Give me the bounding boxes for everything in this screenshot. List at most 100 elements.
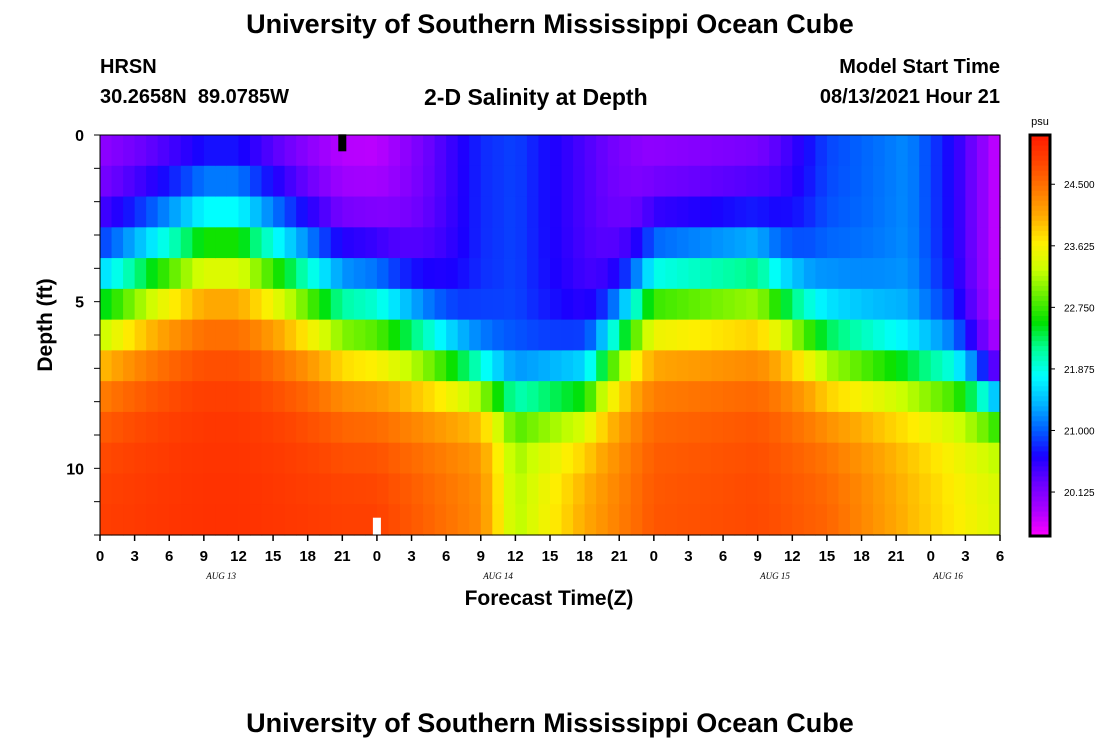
- heatmap-cell: [226, 196, 240, 228]
- heatmap-cell: [976, 381, 990, 413]
- heatmap-cell: [896, 258, 909, 290]
- heatmap-cell: [284, 411, 297, 444]
- heatmap-cell: [826, 504, 840, 536]
- heatmap-cell: [538, 442, 551, 475]
- heatmap-cell: [953, 135, 966, 167]
- heatmap-cell: [400, 288, 413, 321]
- heatmap-cell: [561, 381, 574, 413]
- heatmap-cell: [584, 473, 597, 505]
- heatmap-cell: [192, 411, 205, 444]
- heatmap-cell: [642, 319, 655, 351]
- heatmap-cell: [411, 196, 424, 228]
- heatmap-cell: [815, 288, 828, 321]
- heatmap-cell: [503, 381, 516, 413]
- colorbar-swatch: [1030, 440, 1050, 447]
- heatmap-cell: [584, 381, 597, 413]
- heatmap-cell: [665, 258, 678, 290]
- heatmap-cell: [411, 350, 424, 382]
- heatmap-cell: [676, 473, 690, 505]
- heatmap-cell: [250, 165, 263, 198]
- heatmap-cell: [457, 350, 470, 382]
- heatmap-cell: [573, 165, 586, 198]
- heatmap-cell: [769, 504, 782, 536]
- heatmap-cell: [226, 288, 240, 321]
- heatmap-cell: [319, 227, 332, 259]
- y-axis: 0 5 10: [66, 128, 100, 536]
- heatmap-cell: [480, 258, 493, 290]
- heatmap-cell: [700, 165, 713, 198]
- heatmap-cell: [526, 504, 540, 536]
- heatmap-cell: [261, 504, 274, 536]
- heatmap-cell: [434, 165, 447, 198]
- heatmap-cell: [169, 319, 182, 351]
- heatmap-cell: [157, 196, 170, 228]
- heatmap-cell: [607, 196, 620, 228]
- heatmap-cell: [388, 473, 401, 505]
- heatmap-cell: [400, 135, 413, 167]
- heatmap-cell: [792, 473, 805, 505]
- heatmap-cell: [446, 504, 459, 536]
- heatmap-cell: [296, 258, 309, 290]
- heatmap-cell: [457, 411, 470, 444]
- heatmap-cell: [192, 504, 205, 536]
- heatmap-cell: [676, 381, 690, 413]
- heatmap-cell: [319, 319, 332, 351]
- heatmap-cell: [469, 288, 482, 321]
- heatmap-cell: [746, 504, 759, 536]
- heatmap-cell: [630, 258, 643, 290]
- heatmap-cell: [457, 381, 470, 413]
- heatmap-cell: [261, 288, 274, 321]
- heatmap-cell: [342, 288, 355, 321]
- heatmap-cell: [250, 411, 263, 444]
- heatmap-cell: [919, 196, 932, 228]
- heatmap-cell: [607, 258, 620, 290]
- heatmap-cell: [676, 504, 690, 536]
- heatmap-cell: [526, 350, 540, 382]
- heatmap-cell: [503, 288, 516, 321]
- heatmap-cell: [434, 258, 447, 290]
- heatmap-cell: [157, 411, 170, 444]
- heatmap-cell: [169, 411, 182, 444]
- heatmap-cell: [861, 135, 874, 167]
- colorbar-swatch: [1030, 225, 1050, 231]
- heatmap-cell: [515, 196, 528, 228]
- heatmap-cell: [342, 350, 355, 382]
- heatmap-cell: [423, 227, 436, 259]
- heatmap-cell: [273, 411, 286, 444]
- heatmap-cell: [215, 165, 228, 198]
- heatmap-cell: [723, 473, 736, 505]
- heatmap-cell: [826, 350, 840, 382]
- heatmap-cell: [123, 319, 136, 351]
- heatmap-cell: [400, 258, 413, 290]
- colorbar-swatch: [1030, 200, 1050, 206]
- heatmap-cell: [746, 135, 759, 167]
- heatmap-cell: [296, 381, 309, 413]
- heatmap-cell: [573, 504, 586, 536]
- heatmap-cell: [988, 411, 1001, 444]
- colorbar-swatch: [1030, 305, 1050, 312]
- heatmap-cell: [238, 473, 251, 505]
- heatmap-cell: [630, 504, 643, 536]
- heatmap-cell: [376, 442, 390, 475]
- heatmap-cell: [100, 258, 113, 290]
- heatmap-cell: [988, 504, 1001, 536]
- heatmap-cell: [492, 288, 505, 321]
- heatmap-cell: [469, 258, 482, 290]
- heatmap-cell: [688, 258, 701, 290]
- heatmap-cell: [123, 258, 136, 290]
- heatmap-cell: [561, 319, 574, 351]
- heatmap-cell: [688, 196, 701, 228]
- heatmap-cell: [607, 504, 620, 536]
- heatmap-cell: [642, 473, 655, 505]
- heatmap-cell: [492, 411, 505, 444]
- heatmap-cell: [330, 165, 343, 198]
- heatmap-cell: [838, 381, 851, 413]
- heatmap-cell: [180, 258, 193, 290]
- heatmap-cell: [607, 442, 620, 475]
- heatmap-cell: [538, 411, 551, 444]
- colorbar-swatch: [1030, 350, 1050, 357]
- heatmap-cell: [803, 504, 816, 536]
- heatmap-cell: [815, 504, 828, 536]
- heatmap-cell: [780, 411, 793, 444]
- heatmap-cell: [296, 288, 309, 321]
